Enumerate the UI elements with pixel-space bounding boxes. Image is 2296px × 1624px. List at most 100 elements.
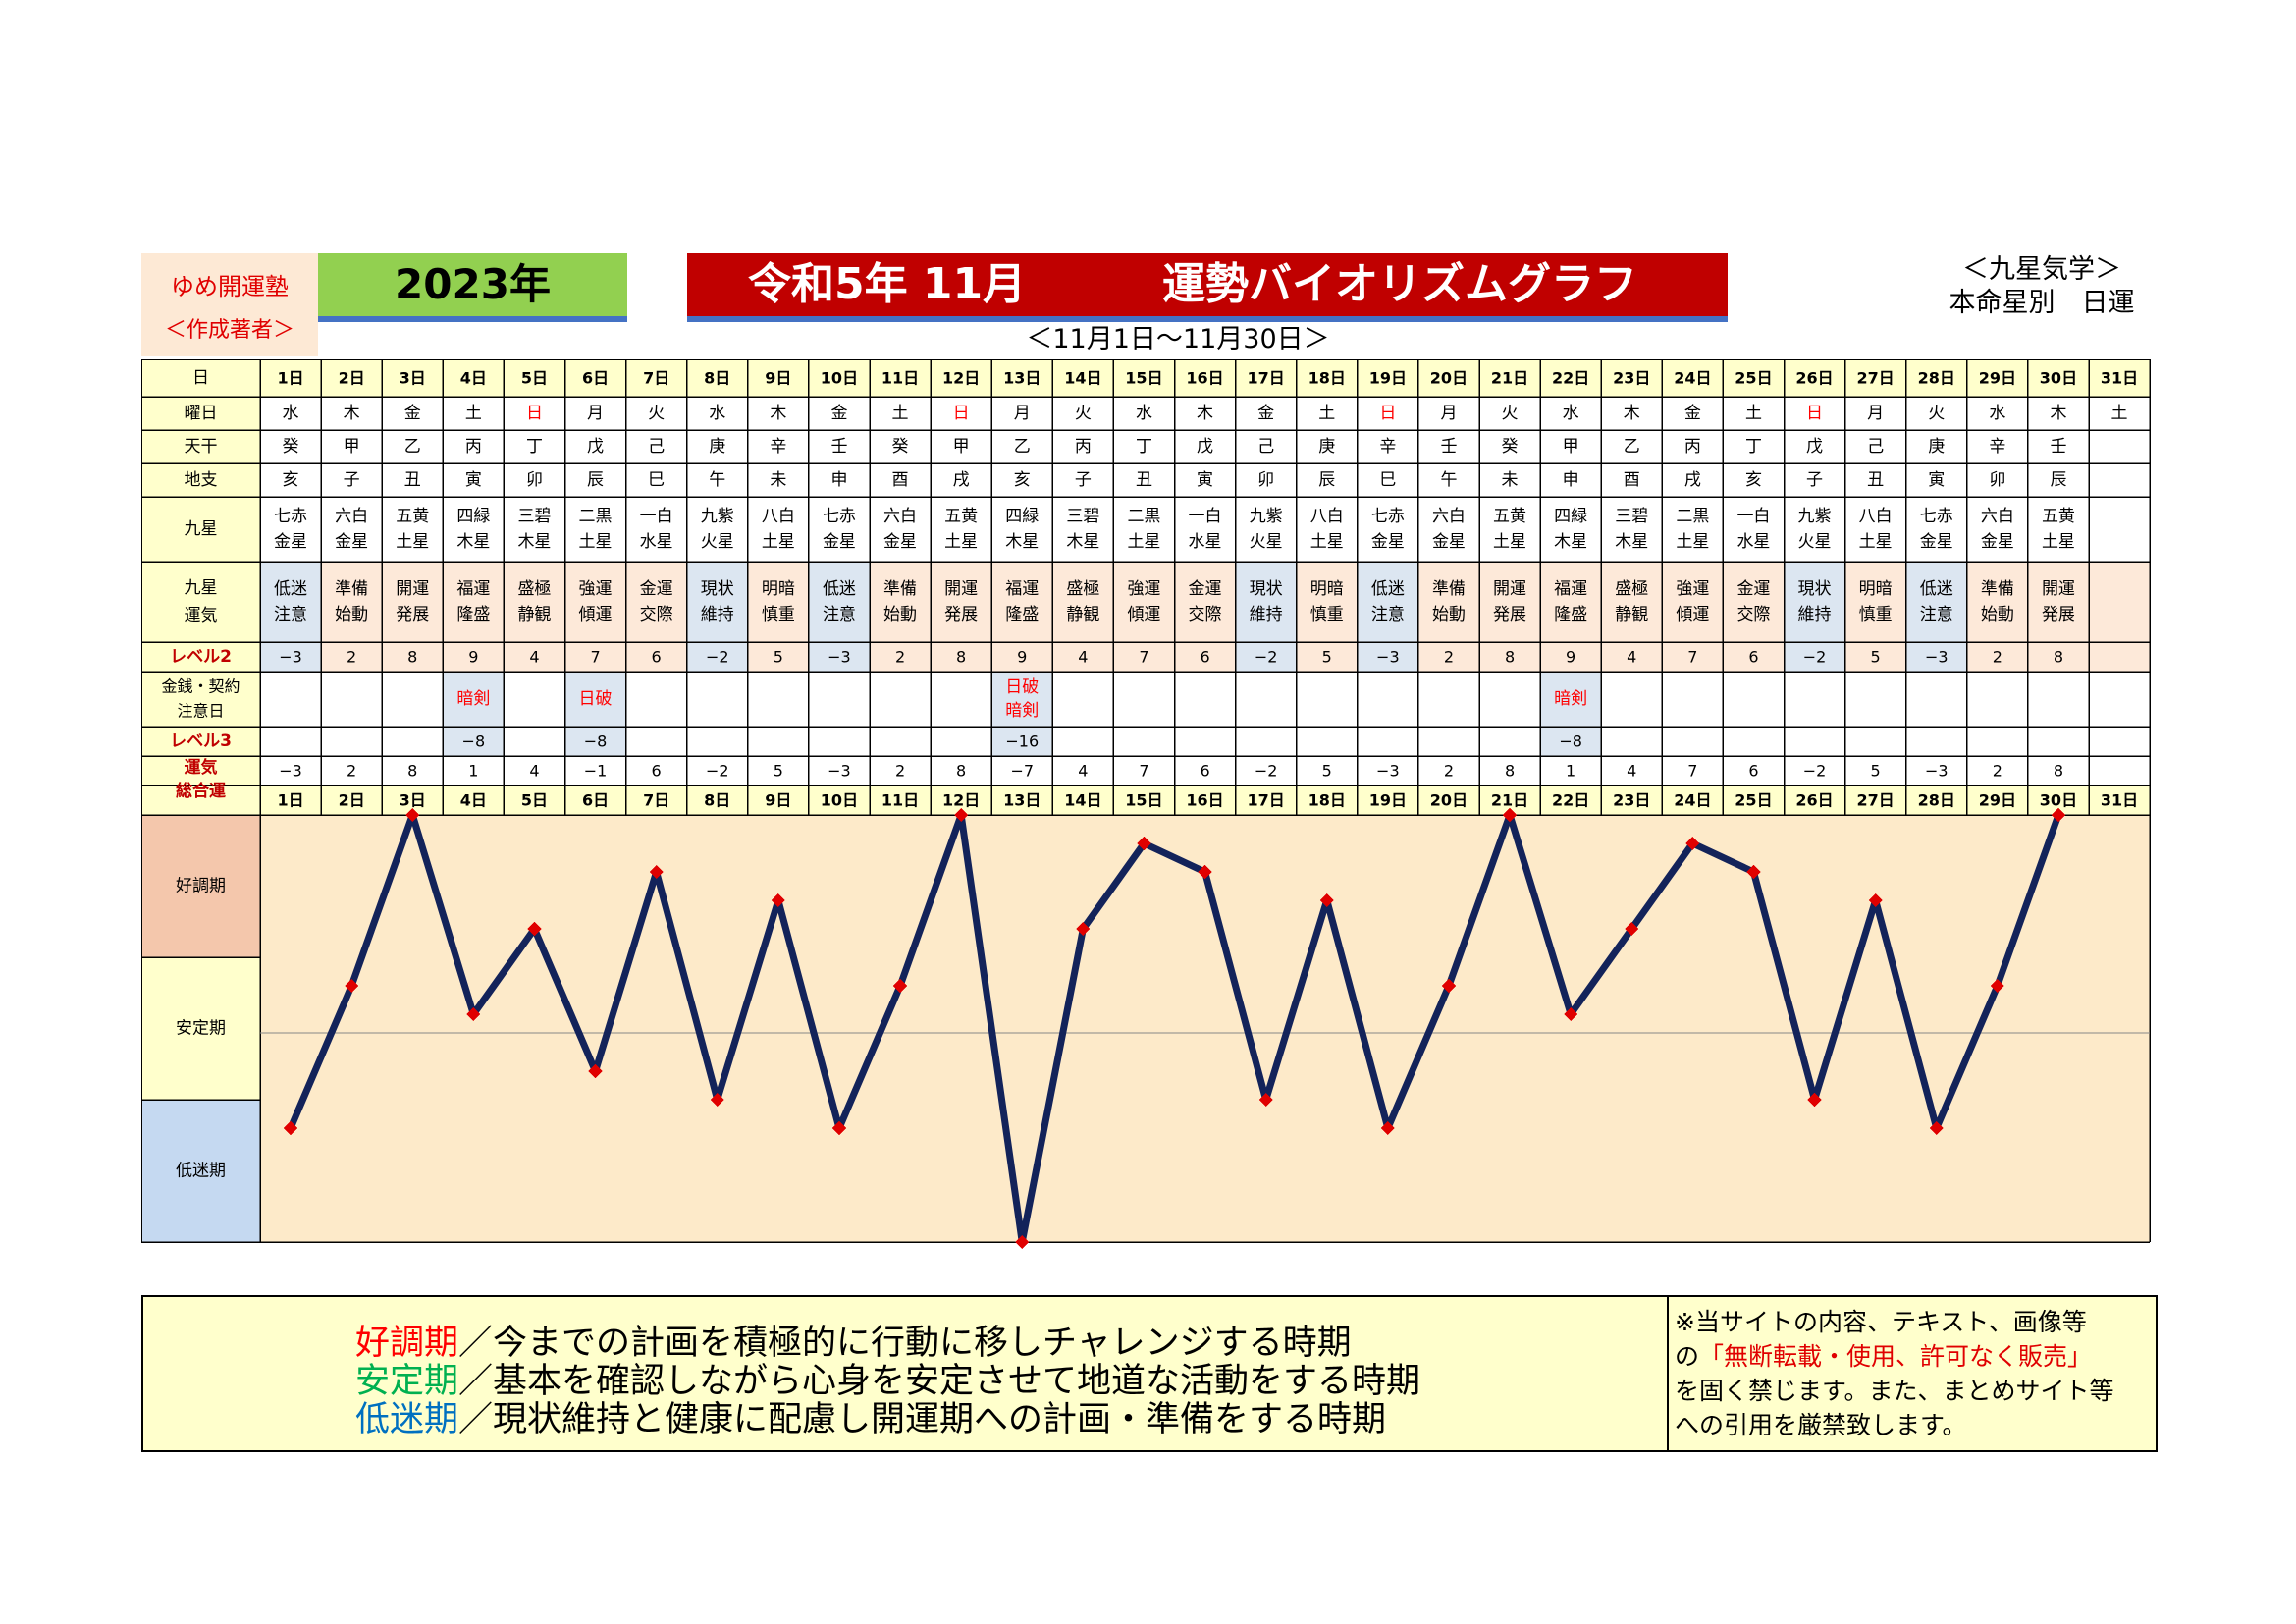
day-cell-bottom: 13日 xyxy=(1003,791,1041,810)
unki-cell: 現状 xyxy=(701,579,734,599)
level2-cell: 5 xyxy=(774,648,783,667)
day-cell-bottom: 24日 xyxy=(1674,791,1711,810)
unki-cell: 低迷 xyxy=(1920,579,1953,599)
chishi-cell: 辰 xyxy=(587,470,604,490)
unki-cell: 慎重 xyxy=(762,605,795,624)
row-bg-day xyxy=(141,359,2151,397)
cell-shade-good xyxy=(1052,562,1114,672)
data-point xyxy=(1564,1006,1578,1022)
data-point xyxy=(649,864,664,880)
legend-good-text: ／今までの計画を積極的に行動に移しチャレンジする時期 xyxy=(458,1324,1352,1363)
chishi-cell: 卯 xyxy=(526,470,543,490)
kyusei-cell: 五黄 xyxy=(2042,507,2075,526)
level2-cell: 7 xyxy=(1139,648,1148,667)
day-cell: 8日 xyxy=(704,369,730,388)
level2-cell: 8 xyxy=(1505,648,1515,667)
weekday-cell: 金 xyxy=(830,404,847,423)
day-cell: 13日 xyxy=(1003,369,1041,388)
tenkan-cell: 乙 xyxy=(1014,437,1031,457)
biorhythm-line xyxy=(287,811,2062,1246)
chishi-cell: 辰 xyxy=(2050,470,2066,490)
cell-empty-31 xyxy=(2089,497,2151,562)
level2-cell: −3 xyxy=(1376,648,1400,667)
total-cell: 7 xyxy=(1687,762,1697,781)
cell-shade-money xyxy=(1540,672,1602,756)
day-cell-bottom: 25日 xyxy=(1735,791,1772,810)
total-cell: −3 xyxy=(1376,762,1400,781)
kyusei-cell: 八白 xyxy=(1859,507,1893,526)
kyusei-cell: 八白 xyxy=(762,507,795,526)
kyusei-cell: 六白 xyxy=(1981,507,2014,526)
kyusei-cell: 七赤 xyxy=(1920,507,1953,526)
data-point xyxy=(710,1092,724,1108)
label-tenkan: 天干 xyxy=(185,437,218,457)
unki-cell: 始動 xyxy=(883,605,917,624)
weekday-cell: 火 xyxy=(1502,404,1519,423)
level2-cell: 9 xyxy=(468,648,478,667)
kyusei-cell: 四緑 xyxy=(1005,507,1039,526)
legend-low-key: 低迷期 xyxy=(355,1400,459,1439)
total-cell: 8 xyxy=(1505,762,1515,781)
tenkan-cell: 庚 xyxy=(709,437,725,457)
weekday-cell: 月 xyxy=(1440,404,1457,423)
weekday-cell: 土 xyxy=(1318,404,1335,423)
day-cell-bottom: 23日 xyxy=(1613,791,1650,810)
total-cell: 2 xyxy=(895,762,905,781)
cell-shade-low xyxy=(1784,562,1845,672)
kyusei-cell: 土星 xyxy=(579,532,613,552)
title-text: 運勢バイオリズムグラフ xyxy=(1162,259,1637,309)
kyusei-cell: 六白 xyxy=(335,507,368,526)
cell-shade-good xyxy=(931,562,992,672)
label-total-1: 運気 xyxy=(185,757,218,778)
chishi-cell: 丑 xyxy=(404,470,421,490)
chishi-cell: 寅 xyxy=(1197,470,1213,490)
data-point xyxy=(345,978,359,994)
cell-shade-good xyxy=(1479,562,1541,672)
chishi-cell: 亥 xyxy=(283,470,299,490)
total-cell: 6 xyxy=(1200,762,1209,781)
weekday-cell: 金 xyxy=(1684,404,1701,423)
level2-cell: −3 xyxy=(279,648,302,667)
data-point xyxy=(527,921,542,937)
notice-line-3: を固く禁じます。また、まとめサイト等 xyxy=(1675,1377,2114,1405)
chishi-cell: 戌 xyxy=(953,470,970,490)
chishi-cell: 未 xyxy=(1502,470,1519,490)
kyusei-cell: 金星 xyxy=(1371,532,1405,552)
kyusei-cell: 木星 xyxy=(1554,532,1587,552)
unki-cell: 強運 xyxy=(579,579,613,599)
level2-cell: 4 xyxy=(529,648,539,667)
chishi-cell: 寅 xyxy=(465,470,482,490)
total-cell: −3 xyxy=(1925,762,1949,781)
kyusei-cell: 水星 xyxy=(1736,532,1770,552)
unki-cell: 注意 xyxy=(274,605,307,624)
unki-cell: 傾運 xyxy=(1676,605,1709,624)
kyusei-cell: 土星 xyxy=(762,532,795,552)
unki-cell: 低迷 xyxy=(1371,579,1405,599)
unki-cell: 準備 xyxy=(1981,579,2014,599)
level2-cell: −2 xyxy=(1803,648,1827,667)
row-label-bg-total xyxy=(141,756,260,785)
row-label-bg-chishi xyxy=(141,463,260,497)
band-stable xyxy=(141,957,260,1100)
day-cell: 27日 xyxy=(1857,369,1895,388)
kyusei-cell: 木星 xyxy=(1615,532,1648,552)
row-label-bg-money xyxy=(141,672,260,727)
kyusei-cell: 木星 xyxy=(1005,532,1039,552)
cell-shade-good xyxy=(1113,562,1175,672)
unki-cell: 傾運 xyxy=(1127,605,1160,624)
weekday-cell: 月 xyxy=(587,404,604,423)
weekday-cell: 水 xyxy=(1989,404,2005,423)
legend-good: 好調期／今までの計画を積極的に行動に移しチャレンジする時期 xyxy=(355,1315,1352,1365)
legend-low: 低迷期／現状維持と健康に配慮し開運期への計画・準備をする時期 xyxy=(355,1391,1386,1441)
notice-line-2-pre: の xyxy=(1675,1342,1700,1371)
cell-shade-good xyxy=(321,562,383,672)
data-point xyxy=(1929,1120,1944,1136)
data-point xyxy=(892,978,908,994)
cell-shade-money xyxy=(564,672,626,756)
unki-cell: 維持 xyxy=(1798,605,1832,624)
data-point xyxy=(283,1120,298,1136)
tenkan-cell: 甲 xyxy=(953,437,970,457)
day-cell-bottom: 8日 xyxy=(704,791,730,810)
school-subtitle: 本命星別 日運 xyxy=(1949,288,2135,318)
day-cell: 26日 xyxy=(1795,369,1833,388)
